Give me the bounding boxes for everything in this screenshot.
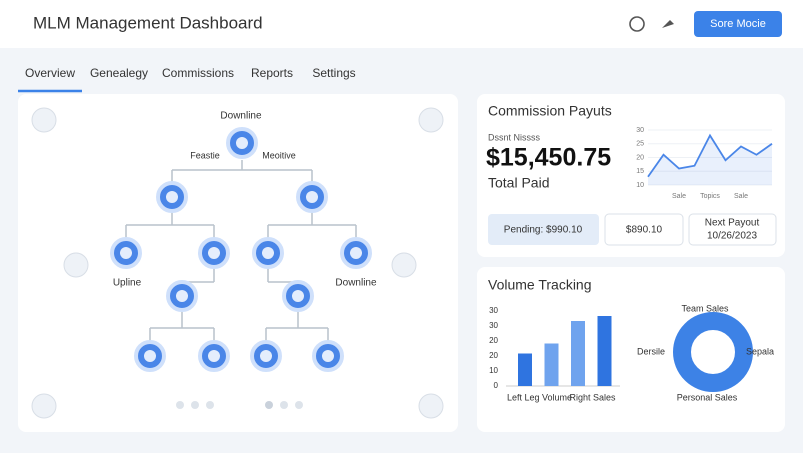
page-dot[interactable]	[265, 401, 273, 409]
page-dot[interactable]	[280, 401, 288, 409]
total-amount: $15,450.75	[486, 144, 611, 172]
bar	[518, 353, 532, 386]
y-tick-label: 15	[636, 168, 644, 175]
tab-bar: Overview Genealegy Commissions Reports Setti…	[25, 66, 356, 80]
tab[interactable]: Genealegy	[90, 66, 148, 80]
tab[interactable]: Commissions	[162, 66, 234, 80]
y-tick-label: 30	[489, 306, 498, 315]
node-icon	[120, 247, 132, 259]
page-dot[interactable]	[206, 401, 214, 409]
x-tick-label: Sale	[672, 193, 686, 200]
y-tick-label: 20	[489, 336, 498, 345]
bar	[571, 321, 585, 386]
subtitle: Dssnt Nissss	[488, 132, 541, 142]
page-dot[interactable]	[191, 401, 199, 409]
node-icon	[208, 247, 220, 259]
x-tick-label: Sale	[734, 193, 748, 200]
line-chart: 10 15 20 25 30 Sale Topics Sale	[636, 127, 773, 200]
payout-label: Next Payout	[705, 218, 760, 229]
corner-icon[interactable]	[31, 393, 57, 419]
tree-label: Feastie	[190, 150, 220, 160]
y-tick-label: 0	[494, 381, 499, 390]
tab[interactable]: Reports	[251, 66, 293, 80]
y-tick-label: 20	[489, 351, 498, 360]
amount-card	[604, 213, 684, 246]
pagination	[176, 401, 303, 409]
header-button[interactable]	[694, 11, 782, 37]
corner-icon[interactable]	[418, 107, 444, 133]
edit-icon[interactable]	[662, 20, 674, 28]
card-title: Volume Tracking	[488, 277, 592, 293]
node-icon	[236, 137, 248, 149]
tree-nodes	[110, 127, 372, 372]
node-icon	[292, 290, 304, 302]
bar	[544, 343, 559, 386]
node-icon	[208, 350, 220, 362]
payout-date: 10/26/2023	[707, 231, 757, 242]
y-tick-label: 25	[636, 141, 644, 148]
corner-icon[interactable]	[391, 252, 417, 278]
corner-icon[interactable]	[63, 252, 89, 278]
node-icon	[144, 350, 156, 362]
payout-card	[688, 213, 777, 246]
header-button-label: Sore Mocie	[710, 18, 766, 30]
x-tick-label: Left Leg Volume	[507, 392, 572, 402]
node-icon	[176, 290, 188, 302]
page-dot[interactable]	[295, 401, 303, 409]
y-tick-label: 20	[636, 154, 644, 161]
y-tick-label: 10	[636, 182, 644, 189]
tree-edges	[125, 160, 357, 342]
amount-text: $890.10	[626, 225, 663, 236]
line-area	[648, 135, 772, 185]
node-icon	[166, 191, 178, 203]
line-series	[647, 133, 773, 178]
donut-label: Personal Sales	[677, 392, 738, 402]
search-icon[interactable]	[629, 16, 645, 32]
pending-card	[488, 214, 599, 245]
donut-ring	[673, 312, 753, 392]
donut-label: Sepala	[746, 346, 774, 356]
bar	[597, 316, 612, 386]
tree-label: Meoitive	[262, 150, 296, 160]
genealogy-card	[18, 94, 458, 432]
corner-icon[interactable]	[418, 393, 444, 419]
tree-label: Downline	[220, 111, 262, 122]
x-tick-label: Topics	[700, 193, 720, 200]
node-icon	[260, 350, 272, 362]
page-dot[interactable]	[176, 401, 184, 409]
amount-label: Total Paid	[488, 175, 549, 191]
y-tick-label: 30	[636, 127, 644, 134]
tree-connectors	[125, 160, 357, 342]
x-tick-label: Right Sales	[569, 392, 616, 402]
donut-label: Team Sales	[681, 303, 729, 313]
corner-icons	[31, 107, 444, 419]
page-title: MLM Management Dashboard	[33, 13, 263, 32]
node-icon	[350, 247, 362, 259]
tree-label: Upline	[113, 278, 142, 289]
card-title: Commission Payuts	[488, 103, 612, 119]
tab[interactable]: Settings	[312, 66, 355, 80]
node-icon	[322, 350, 334, 362]
y-tick-label: 30	[489, 321, 498, 330]
node-icon	[306, 191, 318, 203]
corner-icon[interactable]	[31, 107, 57, 133]
node-icon	[262, 247, 274, 259]
tab[interactable]: Overview	[25, 66, 75, 80]
donut-label: Dersile	[637, 346, 665, 356]
y-tick-label: 10	[489, 366, 498, 375]
tree-label: Downline	[335, 278, 377, 289]
pending-text: Pending: $990.10	[504, 225, 583, 236]
